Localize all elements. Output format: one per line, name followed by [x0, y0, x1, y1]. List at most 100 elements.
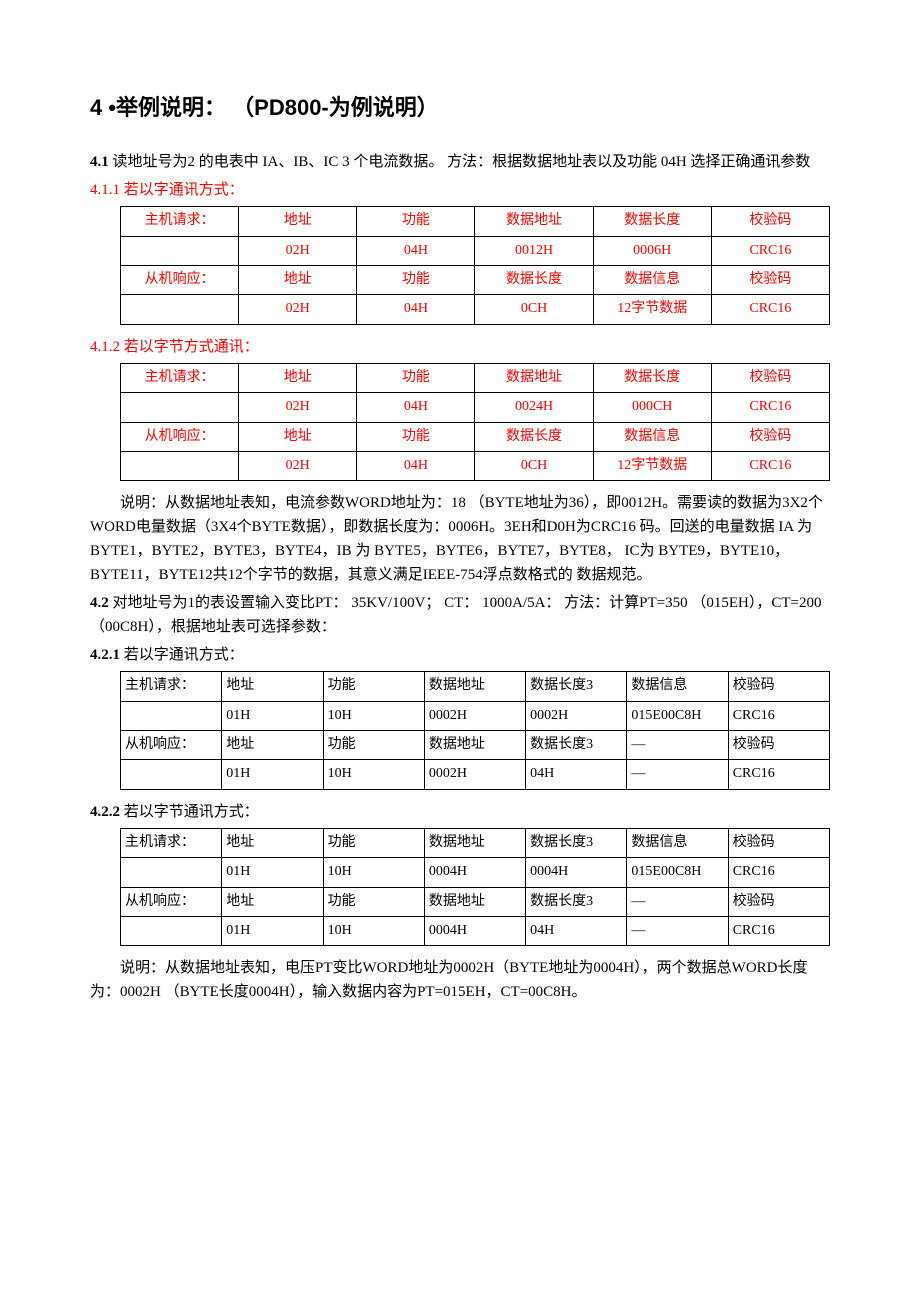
- table-cell: 校验码: [711, 422, 829, 451]
- table-cell: 04H: [357, 236, 475, 265]
- table-cell: 015E00C8H: [627, 701, 728, 730]
- table-cell: 从机响应：: [121, 265, 239, 294]
- table-cell: 功能: [357, 363, 475, 392]
- table-cell: CRC16: [711, 236, 829, 265]
- table-cell: 0006H: [593, 236, 711, 265]
- table-cell: —: [627, 731, 728, 760]
- table-cell: 0012H: [475, 236, 593, 265]
- table-cell: 数据长度3: [526, 731, 627, 760]
- section-4-1-1-title: 4.1.1 若以字通讯方式：: [90, 178, 830, 202]
- table-row: 01H10H0004H04H—CRC16: [121, 917, 830, 946]
- table-cell: 数据地址: [475, 207, 593, 236]
- table-cell: 数据长度3: [526, 828, 627, 857]
- table-cell: 10H: [323, 760, 424, 789]
- table-cell: 0024H: [475, 393, 593, 422]
- table-cell: 校验码: [711, 207, 829, 236]
- table-cell: [121, 451, 239, 480]
- table-cell: 02H: [239, 295, 357, 324]
- table-cell: 从机响应：: [121, 731, 222, 760]
- table-cell: [121, 858, 222, 887]
- table-row: 从机响应：地址功能数据地址数据长度3—校验码: [121, 887, 830, 916]
- table-cell: 0004H: [424, 917, 525, 946]
- table-cell: 04H: [526, 760, 627, 789]
- table-cell: 01H: [222, 760, 323, 789]
- section-num: 4.1: [90, 154, 113, 170]
- table-cell: 01H: [222, 858, 323, 887]
- table-cell: 地址: [239, 207, 357, 236]
- table-cell: CRC16: [711, 451, 829, 480]
- table-cell: 地址: [239, 363, 357, 392]
- table-cell: 12字节数据: [593, 451, 711, 480]
- table-cell: 数据长度: [475, 265, 593, 294]
- table-cell: CRC16: [711, 393, 829, 422]
- section-text: 若以字节通讯方式：: [124, 804, 259, 820]
- table-cell: 04H: [357, 295, 475, 324]
- table-cell: [121, 236, 239, 265]
- table-cell: 数据地址: [475, 363, 593, 392]
- table-row: 01H10H0002H04H—CRC16: [121, 760, 830, 789]
- table-row: 主机请求：地址功能数据地址数据长度校验码: [121, 207, 830, 236]
- table-cell: 数据信息: [627, 828, 728, 857]
- table-cell: 主机请求：: [121, 363, 239, 392]
- table-cell: 数据长度3: [526, 887, 627, 916]
- table-cell: 主机请求：: [121, 207, 239, 236]
- section-num: 4.2.1: [90, 647, 124, 663]
- table-cell: 主机请求：: [121, 828, 222, 857]
- table-cell: CRC16: [711, 295, 829, 324]
- table-cell: 数据信息: [593, 422, 711, 451]
- table-row: 02H04H0CH12字节数据CRC16: [121, 451, 830, 480]
- table-cell: 04H: [526, 917, 627, 946]
- table-row: 02H04H0012H0006HCRC16: [121, 236, 830, 265]
- table-cell: 数据地址: [424, 828, 525, 857]
- table-cell: 校验码: [711, 265, 829, 294]
- table-cell: 04H: [357, 393, 475, 422]
- table-4-1-2: 主机请求：地址功能数据地址数据长度校验码02H04H0024H000CHCRC1…: [120, 363, 830, 482]
- table-row: 从机响应：地址功能数据地址数据长度3—校验码: [121, 731, 830, 760]
- table-cell: [121, 393, 239, 422]
- table-row: 从机响应：地址功能数据长度数据信息校验码: [121, 422, 830, 451]
- explanation-2: 说明：从数据地址表知，电压PT变比WORD地址为0002H（BYTE地址为000…: [90, 956, 830, 1004]
- table-cell: 校验码: [728, 672, 829, 701]
- table-cell: 0002H: [424, 760, 525, 789]
- table-cell: 从机响应：: [121, 887, 222, 916]
- table-row: 从机响应：地址功能数据长度数据信息校验码: [121, 265, 830, 294]
- section-4-2: 4.2 对地址号为1的表设置输入变比PT： 35KV/100V； CT： 100…: [90, 591, 830, 639]
- table-cell: 地址: [222, 828, 323, 857]
- table-cell: 功能: [323, 828, 424, 857]
- table-cell: 从机响应：: [121, 422, 239, 451]
- table-cell: [121, 701, 222, 730]
- table-row: 01H10H0004H0004H015E00C8HCRC16: [121, 858, 830, 887]
- table-cell: 0CH: [475, 451, 593, 480]
- table-cell: CRC16: [728, 858, 829, 887]
- table-cell: CRC16: [728, 701, 829, 730]
- explanation-1: 说明：从数据地址表知，电流参数WORD地址为：18 （BYTE地址为36），即0…: [90, 491, 830, 587]
- table-cell: 0CH: [475, 295, 593, 324]
- table-cell: 01H: [222, 917, 323, 946]
- table-cell: CRC16: [728, 760, 829, 789]
- table-cell: 功能: [357, 207, 475, 236]
- table-cell: 0002H: [424, 701, 525, 730]
- table-cell: [121, 917, 222, 946]
- table-cell: 地址: [239, 422, 357, 451]
- table-cell: 0004H: [424, 858, 525, 887]
- section-text: 若以字通讯方式：: [124, 647, 244, 663]
- table-row: 02H04H0024H000CHCRC16: [121, 393, 830, 422]
- table-cell: —: [627, 760, 728, 789]
- table-cell: 功能: [323, 672, 424, 701]
- table-cell: 10H: [323, 701, 424, 730]
- table-cell: 10H: [323, 858, 424, 887]
- table-cell: —: [627, 917, 728, 946]
- table-cell: 015E00C8H: [627, 858, 728, 887]
- table-cell: 主机请求：: [121, 672, 222, 701]
- section-4-2-2-title: 4.2.2 若以字节通讯方式：: [90, 800, 830, 824]
- table-cell: CRC16: [728, 917, 829, 946]
- table-row: 主机请求：地址功能数据地址数据长度3数据信息校验码: [121, 828, 830, 857]
- table-row: 主机请求：地址功能数据地址数据长度校验码: [121, 363, 830, 392]
- table-cell: [121, 295, 239, 324]
- table-cell: 02H: [239, 236, 357, 265]
- table-cell: 功能: [323, 887, 424, 916]
- table-row: 01H10H0002H0002H015E00C8HCRC16: [121, 701, 830, 730]
- table-cell: 地址: [222, 887, 323, 916]
- table-row: 02H04H0CH12字节数据CRC16: [121, 295, 830, 324]
- table-cell: [121, 760, 222, 789]
